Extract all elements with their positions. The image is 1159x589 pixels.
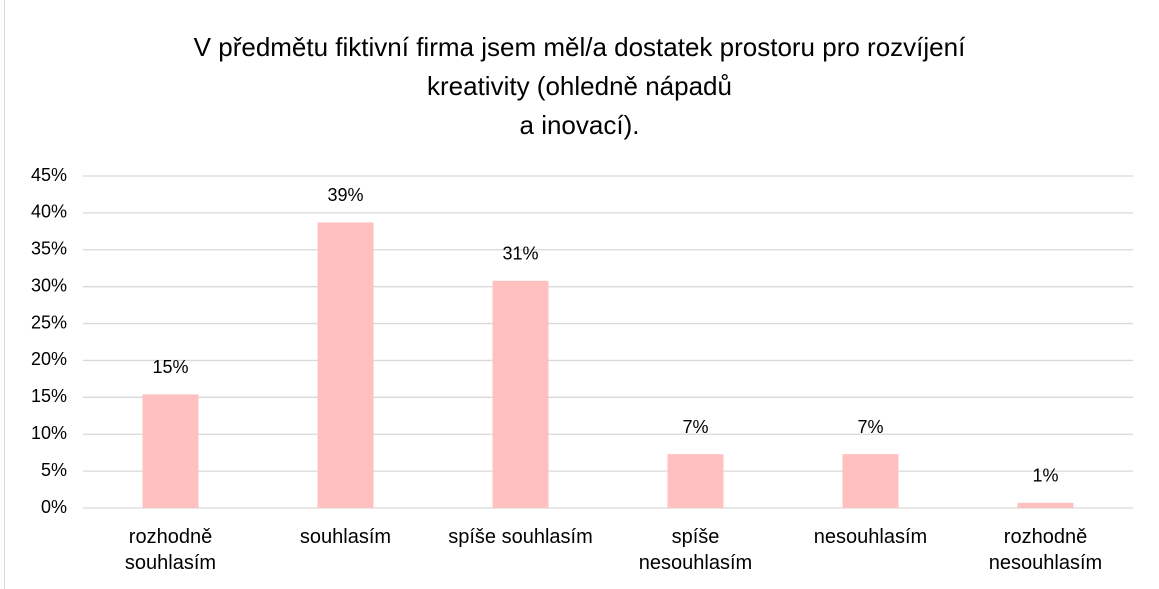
y-tick-label: 0%	[41, 497, 67, 517]
x-tick-label: rozhodně nesouhlasím	[988, 526, 1103, 574]
y-tick-label: 25%	[31, 312, 67, 332]
bar	[842, 454, 899, 508]
bar	[1017, 502, 1074, 508]
y-tick-label: 5%	[41, 460, 67, 480]
bar	[142, 394, 199, 508]
x-tick-label: spíše souhlasím	[448, 526, 593, 548]
x-tick-label: souhlasím	[299, 526, 392, 548]
x-tick-label: nesouhlasím	[813, 526, 928, 548]
bar	[667, 454, 724, 508]
chart-title: V předmětu fiktivní firma jsem měl/a dos…	[193, 32, 966, 140]
data-label: 7%	[857, 417, 883, 437]
y-tick-label: 40%	[31, 202, 67, 222]
y-tick-label: 30%	[31, 275, 67, 295]
bar	[317, 222, 374, 509]
data-label: 31%	[502, 244, 538, 264]
chart-border	[4, 0, 5, 589]
bar	[492, 280, 549, 508]
y-tick-label: 20%	[31, 349, 67, 369]
y-tick-label: 35%	[31, 239, 67, 259]
data-label: 15%	[152, 357, 188, 377]
y-tick-label: 15%	[31, 386, 67, 406]
y-tick-label: 45%	[31, 165, 67, 185]
x-tick-label: spíše nesouhlasím	[638, 526, 753, 574]
data-label: 39%	[327, 185, 363, 205]
data-label: 1%	[1032, 466, 1058, 486]
data-label: 7%	[682, 417, 708, 437]
x-tick-label: rozhodně souhlasím	[124, 526, 217, 574]
y-tick-label: 10%	[31, 423, 67, 443]
